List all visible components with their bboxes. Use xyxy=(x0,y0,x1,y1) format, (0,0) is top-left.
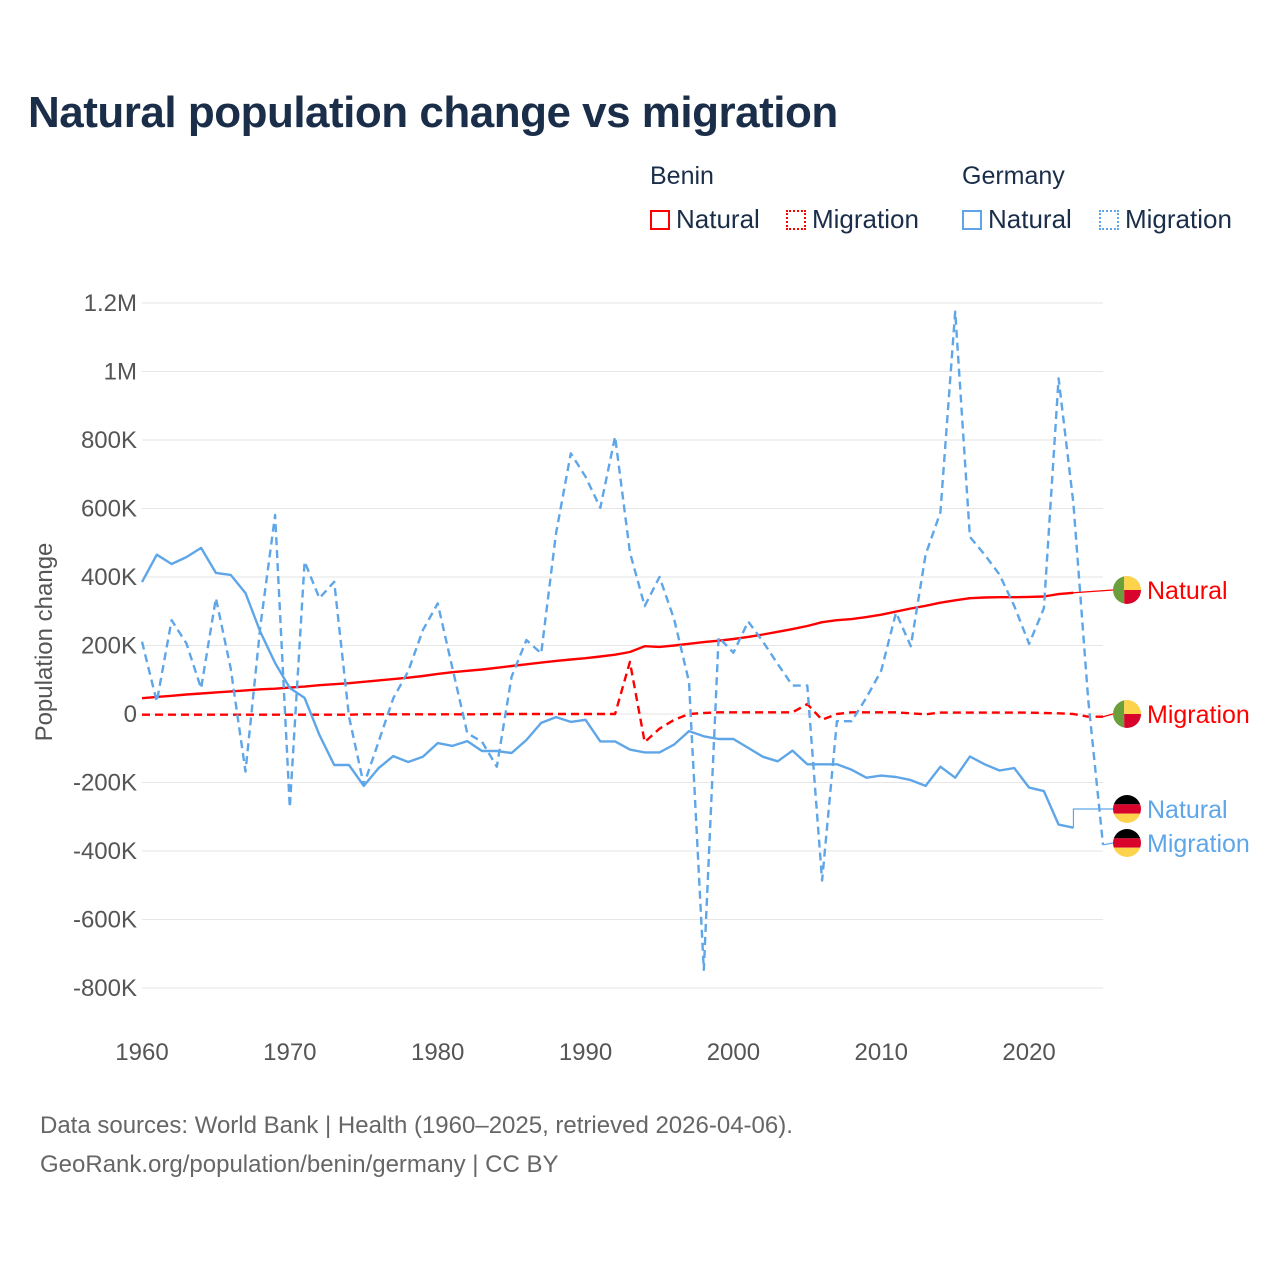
footer: Data sources: World Bank | Health (1960–… xyxy=(40,1106,793,1184)
attribution-link[interactable]: GeoRank.org/population/benin/germany | C… xyxy=(40,1151,559,1178)
x-tick-label: 1970 xyxy=(263,1039,316,1066)
flag-gold xyxy=(1113,813,1141,823)
series-end-label: Migration xyxy=(1147,701,1250,729)
x-tick-label: 2020 xyxy=(1002,1039,1055,1066)
y-tick-label: 0 xyxy=(124,701,137,728)
legend-label: Natural xyxy=(988,204,1072,234)
germany-flag-icon xyxy=(1113,829,1141,857)
y-tick-label: -600K xyxy=(73,907,137,934)
legend-item-germany-natural[interactable]: Natural xyxy=(962,204,1072,235)
data-source-text: Data sources: World Bank | Health (1960–… xyxy=(40,1112,793,1139)
label-connector xyxy=(1102,842,1114,846)
flag-green xyxy=(1113,700,1125,728)
series-line-benin-migration xyxy=(142,660,1103,744)
legend-swatch-dotted-red xyxy=(786,209,806,230)
x-tick-label: 1960 xyxy=(115,1039,168,1066)
legend-swatch-solid-red xyxy=(650,209,670,230)
x-tick-label: 1990 xyxy=(559,1039,612,1066)
plot-area: 1.2M 1M 800K 600K 400K 200K 0 -200K -400K -600K -8… xyxy=(31,290,1250,1066)
y-tick-label: 400K xyxy=(81,564,137,591)
y-tick-label: 800K xyxy=(81,427,137,454)
legend-label: Migration xyxy=(812,204,919,234)
x-tick-label: 2010 xyxy=(855,1039,908,1066)
series-line-germany-migration xyxy=(140,310,1105,971)
label-connector xyxy=(1073,589,1114,594)
y-tick-label: 200K xyxy=(81,633,137,660)
y-tick-label: -200K xyxy=(73,770,137,797)
flag-green xyxy=(1113,576,1125,604)
flag-fill xyxy=(1113,795,1141,823)
legend-group-germany: Germany xyxy=(962,162,1065,190)
x-tick-label: 1980 xyxy=(411,1039,464,1066)
legend-item-benin-migration[interactable]: Migration xyxy=(786,204,919,235)
legend-label: Migration xyxy=(1125,204,1232,234)
label-connector xyxy=(1102,713,1114,718)
y-tick-label: 1.2M xyxy=(84,290,137,317)
legend-group-benin: Benin xyxy=(650,162,714,190)
legend-swatch-solid-blue xyxy=(962,209,982,230)
germany-flag-icon xyxy=(1113,795,1141,823)
legend-swatch-dotted-blue xyxy=(1099,209,1119,230)
series-line-germany-natural xyxy=(140,546,1074,829)
series-end-label: Migration xyxy=(1147,830,1250,858)
flag-black xyxy=(1113,829,1141,839)
x-tick-label: 2000 xyxy=(707,1039,760,1066)
series-end-label: Natural xyxy=(1147,796,1228,824)
flag-gold xyxy=(1113,847,1141,857)
label-connector xyxy=(1072,808,1113,828)
legend-item-germany-migration[interactable]: Migration xyxy=(1099,204,1232,235)
y-tick-label: -800K xyxy=(73,975,137,1002)
flag-red xyxy=(1113,838,1141,848)
y-tick-label: -400K xyxy=(73,838,137,865)
series-end-label: Natural xyxy=(1147,577,1228,605)
y-tick-label: 1M xyxy=(104,359,137,386)
flag-fill xyxy=(1113,829,1141,857)
chart-title: Natural population change vs migration xyxy=(28,88,838,137)
legend-label: Natural xyxy=(676,204,760,234)
legend-item-benin-natural[interactable]: Natural xyxy=(650,204,760,235)
y-tick-label: 600K xyxy=(81,496,137,523)
flag-black xyxy=(1113,795,1141,805)
y-axis-label: Population change xyxy=(31,543,58,742)
flag-red xyxy=(1113,804,1141,814)
